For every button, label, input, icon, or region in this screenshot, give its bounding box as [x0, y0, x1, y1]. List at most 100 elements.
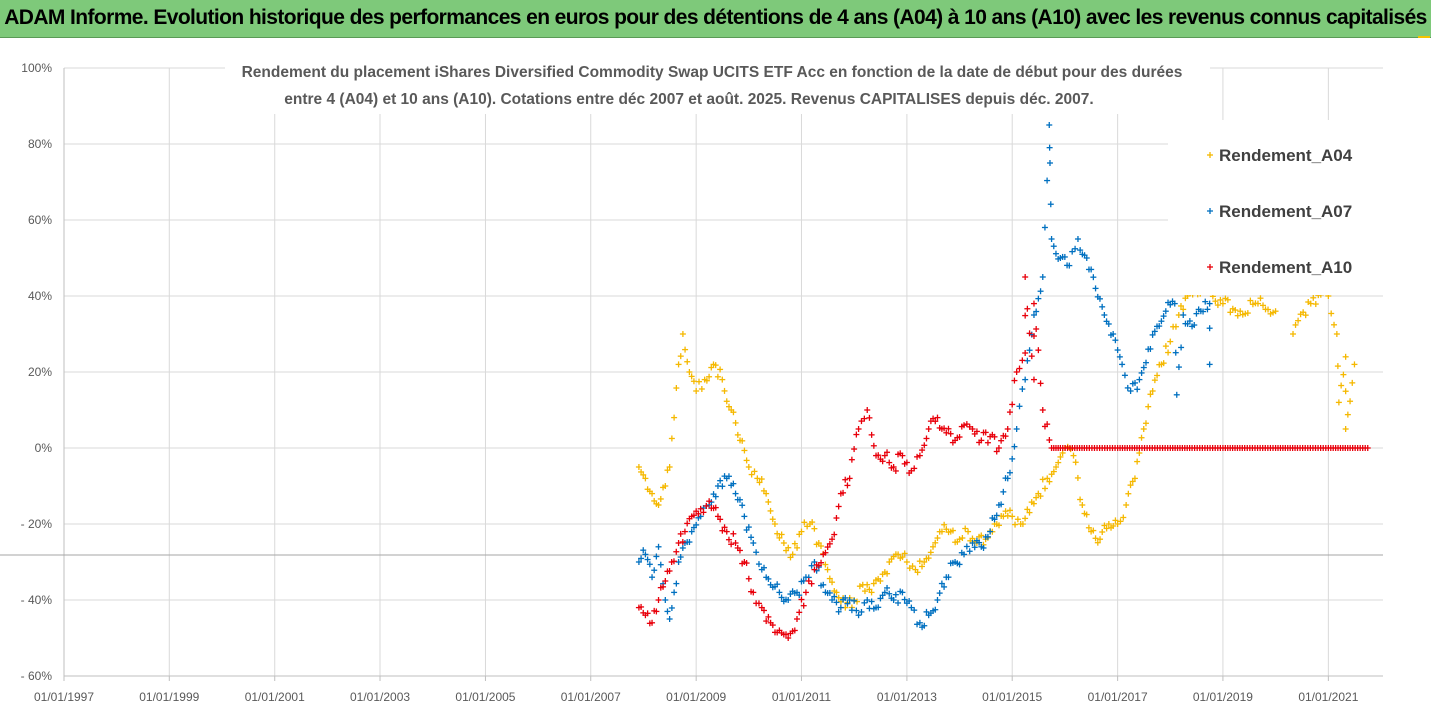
point-Rendement_A07 — [911, 607, 918, 614]
point-Rendement_A07 — [1064, 262, 1071, 269]
point-Rendement_A10 — [886, 459, 893, 466]
point-Rendement_A07 — [853, 607, 860, 614]
point-Rendement_A04 — [822, 561, 829, 568]
point-Rendement_A07 — [1204, 306, 1211, 313]
point-Rendement_A04 — [664, 467, 671, 474]
point-Rendement_A10 — [728, 541, 735, 548]
point-Rendement_A07 — [666, 616, 673, 622]
legend: Rendement_A04 Rendement_A07 Rendement_A10 — [1207, 146, 1353, 277]
point-Rendement_A07 — [934, 597, 941, 603]
point-Rendement_A04 — [666, 464, 673, 470]
legend-box — [1168, 120, 1383, 295]
point-Rendement_A04 — [1074, 474, 1081, 481]
point-Rendement_A04 — [794, 544, 801, 551]
point-Rendement_A07 — [888, 595, 895, 602]
point-Rendement_A10 — [1016, 365, 1023, 372]
point-Rendement_A07 — [1151, 328, 1158, 335]
point-Rendement_A07 — [1114, 347, 1121, 354]
point-Rendement_A04 — [1180, 306, 1187, 313]
point-Rendement_A04 — [1331, 321, 1338, 328]
point-Rendement_A10 — [958, 423, 965, 430]
point-Rendement_A07 — [1206, 361, 1213, 368]
point-Rendement_A07 — [846, 597, 853, 603]
point-Rendement_A07 — [879, 592, 886, 599]
point-Rendement_A07 — [668, 604, 675, 611]
point-Rendement_A10 — [745, 575, 752, 582]
point-Rendement_A07 — [864, 597, 871, 603]
point-Rendement_A04 — [675, 361, 682, 368]
point-Rendement_A10 — [684, 520, 691, 527]
point-Rendement_A07 — [844, 600, 851, 607]
point-Rendement_A07 — [1096, 295, 1103, 302]
point-Rendement_A10 — [1028, 353, 1035, 360]
point-Rendement_A07 — [877, 595, 884, 602]
point-Rendement_A04 — [769, 516, 776, 523]
point-Rendement_A04 — [1138, 434, 1145, 441]
point-Rendement_A07 — [750, 540, 757, 546]
point-Rendement_A04 — [760, 487, 767, 494]
point-Rendement_A07 — [1143, 359, 1150, 366]
point-Rendement_A04 — [965, 528, 972, 535]
point-Rendement_A04 — [1338, 382, 1345, 389]
point-Rendement_A07 — [655, 543, 662, 550]
point-Rendement_A10 — [984, 439, 991, 446]
point-Rendement_A04 — [1123, 502, 1130, 508]
point-Rendement_A07 — [664, 608, 671, 615]
point-Rendement_A07 — [1140, 364, 1147, 371]
point-Rendement_A07 — [732, 490, 739, 497]
point-Rendement_A04 — [811, 525, 818, 532]
point-Rendement_A04 — [1151, 377, 1158, 384]
point-Rendement_A04 — [824, 566, 831, 573]
title-banner: ADAM Informe. Evolution historique des p… — [0, 0, 1431, 38]
point-Rendement_A10 — [662, 578, 669, 584]
point-Rendement_A07 — [725, 473, 732, 480]
point-Rendement_A10 — [638, 603, 645, 610]
point-Rendement_A04 — [949, 527, 956, 534]
point-Rendement_A10 — [646, 620, 653, 627]
point-Rendement_A07 — [1048, 236, 1055, 242]
point-Rendement_A04 — [690, 378, 697, 385]
point-Rendement_A04 — [642, 475, 649, 482]
point-Rendement_A07 — [755, 561, 762, 568]
point-Rendement_A04 — [734, 431, 741, 438]
point-Rendement_A07 — [829, 597, 836, 603]
point-Rendement_A04 — [703, 377, 710, 384]
point-Rendement_A10 — [822, 549, 829, 556]
point-Rendement_A10 — [906, 470, 913, 477]
point-Rendement_A07 — [730, 480, 737, 487]
point-Rendement_A10 — [993, 448, 1000, 455]
point-Rendement_A04 — [903, 559, 910, 565]
point-Rendement_A10 — [864, 407, 871, 413]
point-Rendement_A07 — [1016, 403, 1023, 410]
point-Rendement_A10 — [765, 613, 772, 620]
point-Rendement_A04 — [866, 586, 873, 593]
point-Rendement_A04 — [1042, 485, 1049, 492]
point-Rendement_A10 — [723, 528, 730, 535]
point-Rendement_A10 — [1022, 312, 1029, 319]
point-Rendement_A04 — [1344, 411, 1351, 418]
point-Rendement_A07 — [653, 553, 660, 560]
point-Rendement_A07 — [1158, 318, 1165, 325]
chart-title-line-1: Rendement du placement iShares Diversifi… — [242, 64, 1183, 81]
point-Rendement_A10 — [1044, 421, 1051, 428]
point-Rendement_A07 — [1173, 391, 1180, 398]
point-Rendement_A04 — [787, 554, 794, 561]
point-Rendement_A10 — [848, 456, 855, 463]
point-Rendement_A07 — [842, 594, 849, 601]
point-Rendement_A04 — [1334, 363, 1341, 370]
point-Rendement_A07 — [1200, 308, 1207, 315]
point-Rendement_A10 — [802, 589, 809, 596]
point-Rendement_A07 — [646, 561, 653, 568]
point-Rendement_A10 — [1013, 369, 1020, 375]
point-Rendement_A04 — [1033, 494, 1040, 501]
point-Rendement_A07 — [976, 539, 983, 546]
point-Rendement_A04 — [1328, 310, 1335, 317]
point-Rendement_A10 — [973, 428, 980, 435]
point-Rendement_A07 — [1035, 295, 1042, 302]
point-Rendement_A10 — [840, 489, 847, 496]
point-Rendement_A10 — [879, 458, 886, 465]
point-Rendement_A10 — [697, 505, 704, 512]
point-Rendement_A07 — [1099, 303, 1106, 310]
point-Rendement_A07 — [837, 604, 844, 611]
